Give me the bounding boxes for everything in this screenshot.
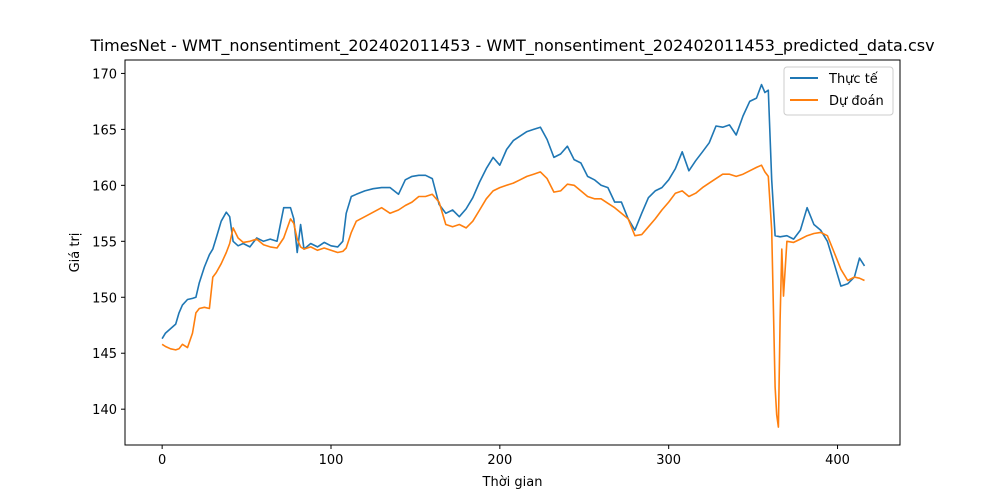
plot-frame	[124, 59, 901, 446]
x-axis: 0 100 200 300 400	[158, 445, 850, 468]
y-axis-title: Giá trị	[68, 233, 83, 273]
legend: Thực tế Dự đoán	[783, 66, 894, 116]
x-tick-label: 300	[656, 453, 681, 468]
plot-area	[161, 83, 866, 428]
series-line-2	[161, 164, 865, 428]
y-tick-label: 150	[92, 291, 117, 306]
x-tick-label: 200	[487, 453, 512, 468]
legend-label: Thực tế	[828, 72, 878, 87]
y-tick-label: 165	[92, 123, 117, 138]
y-tick-label: 160	[92, 179, 117, 194]
y-tick-label: 145	[92, 347, 117, 362]
series-line-1	[161, 83, 866, 340]
y-tick-label: 170	[92, 67, 117, 82]
legend-label: Dự đoán	[829, 94, 884, 109]
y-tick-label: 155	[92, 235, 117, 250]
x-tick-label: 400	[825, 453, 850, 468]
chart-title: TimesNet - WMT_nonsentiment_202402011453…	[89, 36, 934, 56]
y-tick-label: 140	[92, 403, 117, 418]
y-axis: 140 145 150 155 160 165 170	[92, 67, 125, 418]
x-tick-label: 0	[158, 453, 166, 468]
x-tick-label: 100	[319, 453, 344, 468]
x-axis-title: Thời gian	[482, 475, 543, 490]
